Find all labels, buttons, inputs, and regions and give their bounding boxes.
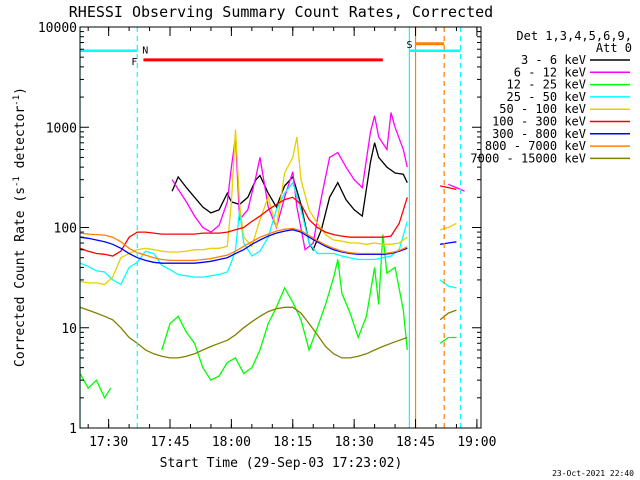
footer-timestamp: 23-Oct-2021 22:40 [552, 469, 634, 478]
axis-ticks: 1 10 100 1000 10000 17:30 17:45 18:00 18:15 18:30… [38, 21, 497, 450]
series-line-7-segment-1 [80, 229, 408, 264]
night-label: N [142, 46, 148, 57]
y-label-part2: detector [13, 106, 28, 177]
legend-label: 12 - 25 keV [507, 78, 586, 92]
series-line-8-segment-1 [80, 227, 408, 262]
legend-label: 3 - 6 keV [521, 53, 586, 67]
legend-label: 300 - 800 keV [492, 127, 586, 141]
legend-label: 7000 - 15000 keV [470, 151, 586, 165]
legend-label: 6 - 12 keV [514, 65, 586, 79]
series-line-4-segment-2 [439, 279, 457, 289]
flare-label: F [131, 57, 137, 68]
legend-label: 800 - 7000 keV [485, 139, 586, 153]
series-line-2-segment-2 [448, 183, 465, 192]
x-axis-label: Start Time (29-Sep-03 17:23:02) [160, 456, 403, 471]
legend-label: 25 - 50 keV [507, 90, 586, 104]
y-label-sup2: -1 [12, 95, 22, 106]
series-line-2-segment-1 [171, 112, 408, 251]
series-line-9-segment-1 [80, 306, 408, 359]
series-line-3-segment-3 [439, 336, 457, 344]
plot-border [79, 26, 482, 429]
x-tick-label: 18:30 [335, 435, 374, 450]
series-line-5-segment-1 [80, 129, 408, 286]
x-tick-label: 18:15 [273, 435, 312, 450]
series-line-3-segment-2 [161, 234, 408, 382]
legend-header-detectors: Det 1,3,4,5,6,9, [516, 29, 632, 43]
x-tick-label: 17:30 [89, 435, 128, 450]
series-line-3-segment-1 [80, 373, 112, 400]
plot-area: NF S [80, 27, 465, 428]
y-axis-label: Corrected Count Rate (s-1 detector-1) [12, 87, 28, 367]
y-label-sup1: -1 [12, 176, 22, 187]
x-tick-label: 17:45 [150, 435, 189, 450]
x-tick-label: 18:45 [396, 435, 435, 450]
y-tick-label: 100 [54, 222, 77, 237]
x-tick-label: 18:00 [212, 435, 251, 450]
series-line-9-segment-2 [439, 309, 457, 321]
chart-title: RHESSI Observing Summary Count Rates, Co… [69, 3, 493, 21]
y-tick-label: 10 [61, 322, 77, 337]
x-tick-label: 19:00 [457, 435, 496, 450]
saa-label: S [407, 40, 413, 51]
y-tick-label: 1000 [46, 121, 77, 136]
y-label-part3: ) [13, 87, 28, 95]
plot-frame [79, 26, 482, 429]
series-line-5-segment-2 [439, 222, 457, 231]
legend-header-attenuator: Att 0 [596, 41, 632, 55]
legend-label: 50 - 100 keV [499, 102, 586, 116]
legend-label: 100 - 300 keV [492, 115, 586, 129]
y-tick-label: 10000 [38, 21, 77, 36]
series-line-7-segment-2 [439, 241, 457, 245]
series-line-6-segment-2 [439, 185, 457, 191]
series-line-6-segment-1 [80, 196, 408, 257]
y-label-part1: Corrected Count Rate (s [13, 187, 28, 367]
y-tick-label: 1 [69, 422, 77, 437]
